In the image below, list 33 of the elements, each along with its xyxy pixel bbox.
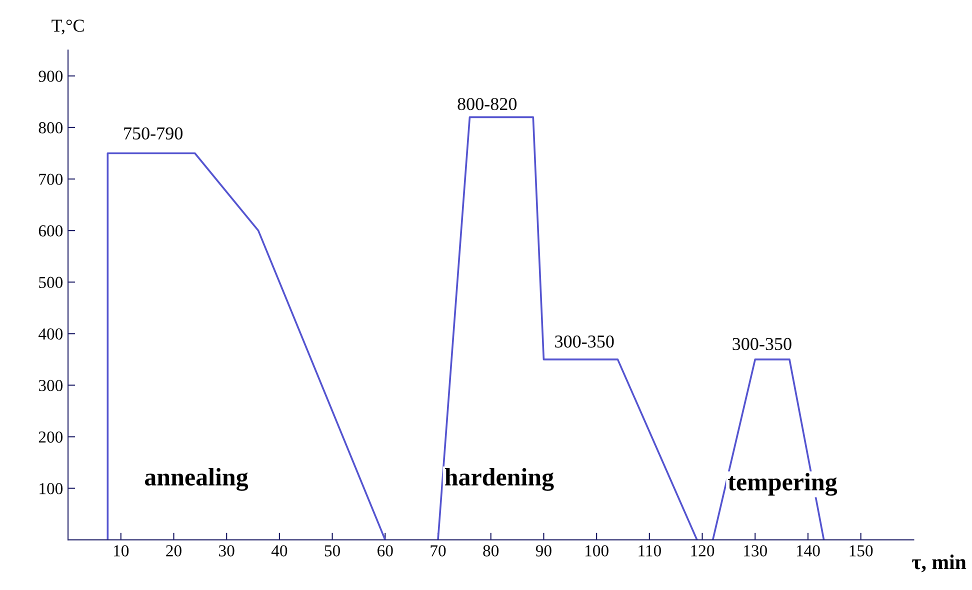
annotation: tempering xyxy=(728,472,838,496)
annotation: 300-350 xyxy=(555,335,614,348)
x-tick-label: 50 xyxy=(324,545,340,556)
y-tick-label: 200 xyxy=(38,431,63,443)
y-tick-label: 900 xyxy=(38,70,63,82)
x-tick-label: 90 xyxy=(536,545,552,556)
x-tick-label: 80 xyxy=(483,545,499,556)
x-tick-label: 120 xyxy=(691,545,714,556)
x-tick-label: 110 xyxy=(638,545,661,556)
y-tick-label: 600 xyxy=(38,225,63,237)
x-axis-title: τ, min xyxy=(912,554,966,572)
y-tick-label: 700 xyxy=(39,174,63,185)
x-tick-label: 10 xyxy=(114,545,129,556)
x-tick-label: 150 xyxy=(850,545,873,556)
x-tick-label: 100 xyxy=(586,545,608,556)
y-axis-title: T,°C xyxy=(52,20,84,34)
y-tick-label: 100 xyxy=(40,483,63,494)
annotation: hardening xyxy=(444,468,554,491)
x-tick-label: 40 xyxy=(271,545,288,556)
y-tick-label: 800 xyxy=(38,122,63,134)
x-tick-label: 140 xyxy=(796,545,820,556)
x-tick-label: 70 xyxy=(430,545,446,556)
x-tick-label: 130 xyxy=(744,545,767,556)
x-tick-label: 60 xyxy=(378,545,393,556)
y-tick-label: 400 xyxy=(38,328,63,340)
y-tick-label: 500 xyxy=(39,276,63,288)
annotation: 800-820 xyxy=(458,98,517,110)
annotation: 750-790 xyxy=(124,127,182,140)
annotation: 300-350 xyxy=(732,338,792,350)
x-tick-label: 30 xyxy=(219,545,234,556)
x-tick-label: 20 xyxy=(166,545,182,556)
annotation: annealing xyxy=(144,468,248,491)
y-tick-label: 300 xyxy=(38,380,63,392)
